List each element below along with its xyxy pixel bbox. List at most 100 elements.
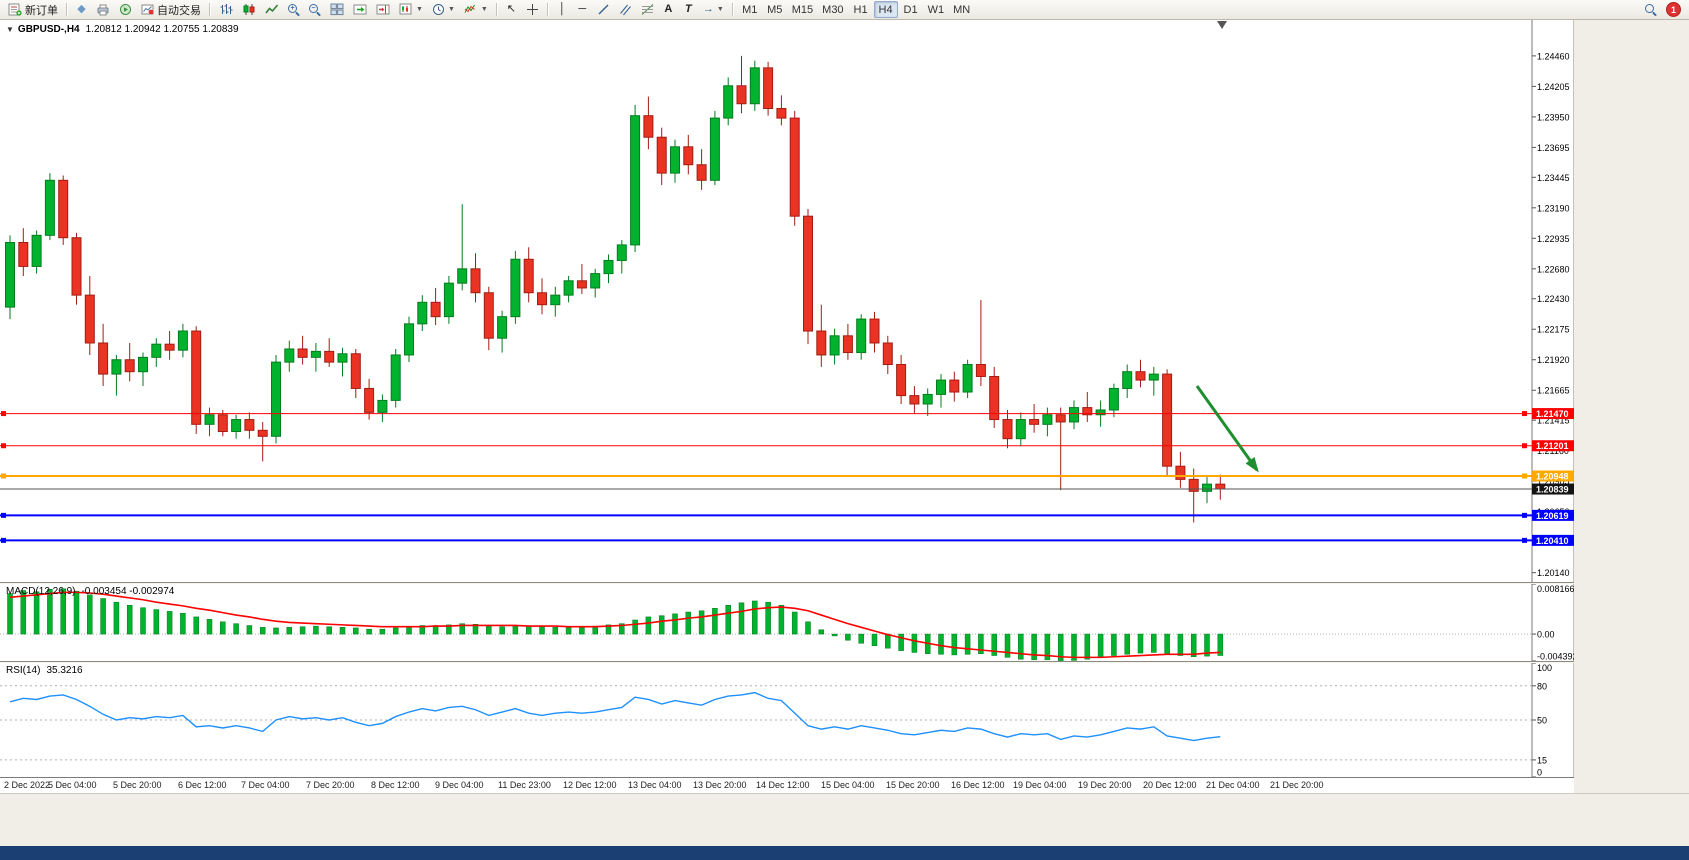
macd-histogram-bar bbox=[951, 633, 958, 656]
line-handle[interactable] bbox=[1522, 537, 1527, 543]
trend-arrow-object[interactable] bbox=[1195, 385, 1259, 471]
candle-body bbox=[1042, 414, 1053, 425]
macd-histogram-bar bbox=[698, 610, 705, 635]
chevron-down-icon: ▼ bbox=[447, 6, 455, 13]
time-axis-label: 19 Dec 04:00 bbox=[1013, 780, 1067, 790]
arrows-tool-button[interactable]: → ▼ bbox=[699, 1, 728, 18]
timeframe-h4-button[interactable]: H4 bbox=[873, 1, 898, 18]
candle-body bbox=[84, 294, 95, 344]
macd-histogram-bar bbox=[539, 626, 545, 635]
timeframe-m15-button[interactable]: M15 bbox=[788, 1, 817, 18]
horizontal-line-tool-button[interactable]: ─ bbox=[573, 1, 592, 18]
macd-histogram-bar bbox=[619, 623, 625, 635]
candlestick-chart[interactable]: 1.24460 1.24205 1.23950 1.23695 1.23445 1.231… bbox=[0, 20, 1574, 582]
price-chart-panel[interactable]: ▼ GBPUSD-,H4 1.20812 1.20942 1.20755 1.208… bbox=[0, 20, 1574, 582]
tile-windows-icon bbox=[330, 3, 344, 16]
candle-body bbox=[656, 136, 667, 174]
macd-histogram-bar bbox=[299, 626, 306, 635]
line-handle[interactable] bbox=[1, 473, 6, 479]
timeframe-w1-button[interactable]: W1 bbox=[924, 1, 949, 18]
time-axis-label: 7 Dec 20:00 bbox=[306, 780, 355, 790]
crosshair-tool-button[interactable] bbox=[522, 1, 543, 18]
new-chart-button[interactable]: ▼ bbox=[395, 1, 427, 18]
candle-body bbox=[816, 330, 827, 356]
chart-shift-marker[interactable] bbox=[1217, 21, 1227, 29]
fibonacci-tool-button[interactable] bbox=[637, 1, 658, 18]
line-handle[interactable] bbox=[1, 537, 6, 543]
print-button[interactable] bbox=[92, 1, 114, 18]
metaeditor-button[interactable]: ◆ bbox=[72, 1, 91, 18]
candle-body bbox=[164, 343, 175, 351]
candle-body bbox=[576, 280, 587, 289]
search-button[interactable] bbox=[1641, 1, 1661, 18]
timeframe-m5-button[interactable]: M5 bbox=[763, 1, 787, 18]
macd-panel[interactable]: MACD(12,26,9) -0.003454 -0.002974 0.00816… bbox=[0, 584, 1574, 661]
line-handle[interactable] bbox=[1, 443, 6, 449]
auto-scroll-button[interactable] bbox=[349, 1, 371, 18]
text-tool-button[interactable]: A bbox=[659, 1, 678, 18]
time-axis[interactable]: 2 Dec 2022 5 Dec 04:00 5 Dec 20:00 6 Dec 12… bbox=[0, 777, 1574, 793]
line-handle[interactable] bbox=[1, 512, 6, 518]
rsi-line bbox=[9, 691, 1221, 742]
trendline-tool-button[interactable] bbox=[593, 1, 614, 18]
svg-text:50: 50 bbox=[1537, 716, 1547, 726]
macd-histogram-bar bbox=[47, 589, 53, 635]
macd-histogram-bar bbox=[858, 633, 864, 644]
candle-body bbox=[350, 353, 361, 389]
candlestick-icon bbox=[243, 4, 255, 15]
new-order-button[interactable]: 新订单 bbox=[4, 1, 62, 18]
taskbar-strip bbox=[0, 846, 1689, 860]
cursor-tool-button[interactable]: ↖ bbox=[502, 1, 521, 18]
line-handle[interactable] bbox=[1, 411, 6, 417]
text-label-tool-button[interactable]: T bbox=[679, 1, 698, 18]
panel-divider[interactable] bbox=[0, 582, 1574, 584]
macd-histogram-bar bbox=[286, 627, 293, 635]
time-axis-label: 12 Dec 12:00 bbox=[563, 780, 617, 790]
timeframe-h1-button[interactable]: H1 bbox=[849, 1, 873, 18]
candle-body bbox=[1175, 465, 1186, 480]
zoom-out-button[interactable]: − bbox=[305, 1, 325, 18]
zoom-in-button[interactable]: + bbox=[284, 1, 304, 18]
line-handle[interactable] bbox=[1522, 443, 1527, 449]
profiles-button[interactable]: ▼ bbox=[428, 1, 459, 18]
timeframe-mn-button[interactable]: MN bbox=[949, 1, 974, 18]
auto-scroll-icon bbox=[353, 4, 367, 15]
strategy-tester-button[interactable] bbox=[115, 1, 136, 18]
new-order-icon bbox=[8, 3, 22, 16]
auto-trading-label: 自动交易 bbox=[157, 4, 201, 17]
macd-values-label: -0.003454 -0.002974 bbox=[81, 586, 175, 597]
line-chart-mode-button[interactable] bbox=[261, 1, 283, 18]
vertical-line-tool-button[interactable]: │ bbox=[553, 1, 572, 18]
bar-chart-mode-button[interactable] bbox=[215, 1, 237, 18]
candle-body bbox=[989, 375, 1000, 421]
macd-chart[interactable]: 0.008166 0.00 -0.004392 bbox=[0, 584, 1574, 661]
timeframe-m30-button[interactable]: M30 bbox=[818, 1, 847, 18]
channel-tool-button[interactable] bbox=[615, 1, 636, 18]
timeframe-d1-button[interactable]: D1 bbox=[899, 1, 923, 18]
macd-histogram-bar bbox=[1124, 633, 1130, 655]
indicators-button[interactable]: ▼ bbox=[460, 1, 492, 18]
auto-trading-button[interactable]: 自动交易 bbox=[137, 1, 205, 18]
time-axis-label: 15 Dec 20:00 bbox=[886, 780, 940, 790]
panel-divider[interactable] bbox=[0, 661, 1574, 663]
candlestick-mode-button[interactable] bbox=[238, 1, 260, 18]
line-handle[interactable] bbox=[1522, 411, 1527, 417]
svg-text:15: 15 bbox=[1537, 755, 1547, 765]
indicators-icon bbox=[464, 4, 475, 13]
rsi-chart[interactable]: 100 80 50 15 0 bbox=[0, 663, 1574, 777]
tester-icon bbox=[120, 4, 131, 15]
macd-histogram-bar bbox=[579, 626, 585, 635]
diamond-icon: ◆ bbox=[77, 3, 86, 15]
notification-badge: 1 bbox=[1666, 2, 1681, 17]
notifications-button[interactable]: 1 bbox=[1662, 1, 1685, 18]
macd-histogram-bar bbox=[193, 616, 199, 635]
one-click-trading-toggle[interactable]: ▼ bbox=[6, 25, 14, 34]
rsi-panel[interactable]: RSI(14) 35.3216 100 80 50 15 0 bbox=[0, 663, 1574, 777]
tile-windows-button[interactable] bbox=[326, 1, 348, 18]
printer-icon bbox=[97, 4, 109, 16]
line-handle[interactable] bbox=[1522, 512, 1527, 518]
line-handle[interactable] bbox=[1522, 473, 1527, 479]
candle-body bbox=[58, 179, 69, 239]
timeframe-m1-button[interactable]: M1 bbox=[738, 1, 762, 18]
chart-shift-button[interactable] bbox=[372, 1, 394, 18]
